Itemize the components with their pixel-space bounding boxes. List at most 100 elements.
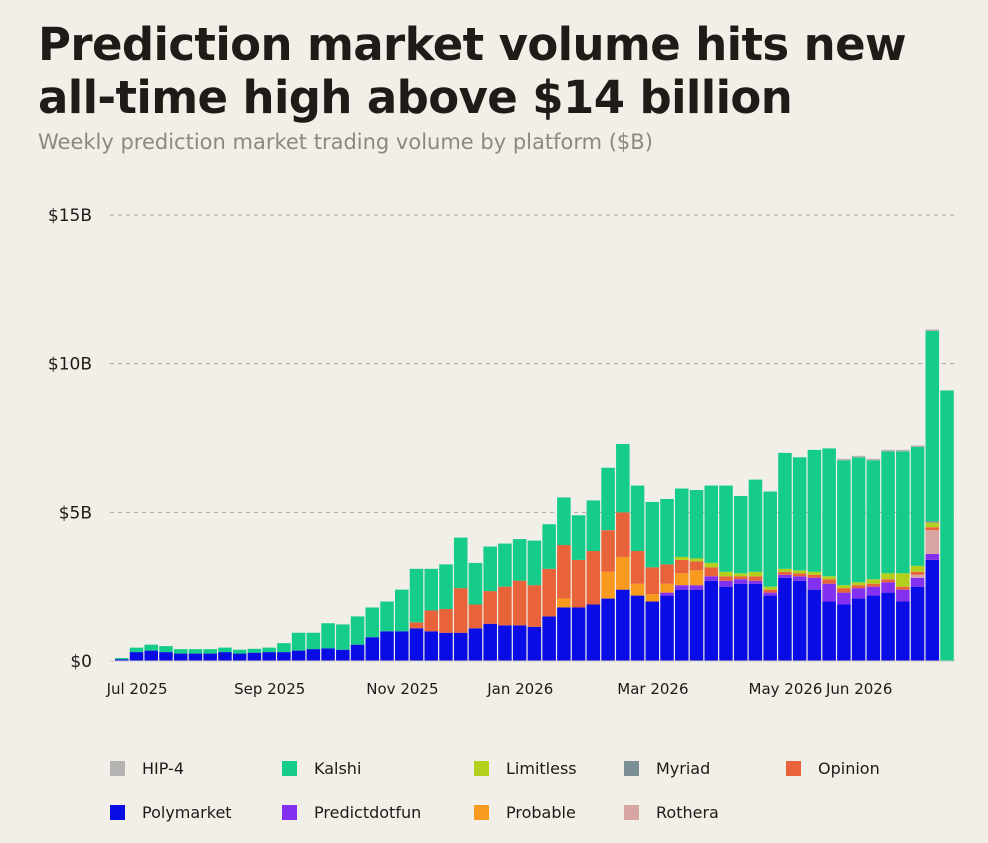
bar-segment-opinion bbox=[792, 573, 807, 577]
bar-segment-predictdotfun bbox=[675, 585, 689, 590]
bar-segment-kalshi bbox=[616, 443, 630, 513]
bar-segment-predictdotfun bbox=[896, 589, 910, 602]
legend-label: Predictdotfun bbox=[314, 802, 422, 822]
bar-segment-predictdotfun bbox=[910, 577, 925, 587]
bar-segment-kalshi bbox=[483, 546, 497, 592]
bar-segment-kalshi bbox=[542, 524, 556, 569]
bar-segment-kalshi bbox=[453, 537, 468, 589]
bar-segment-polymarket bbox=[896, 601, 910, 661]
bar-segment-predictdotfun bbox=[851, 588, 866, 599]
bar-segment-polymarket bbox=[247, 652, 262, 661]
legend-item-probable: Probable bbox=[474, 802, 624, 822]
bar-segment-kalshi bbox=[778, 452, 792, 569]
stacked-bar-chart: $0 $5B $10B $15B Jul 2025 Sep 2025 Nov 2025 Jan… bbox=[48, 206, 955, 698]
bar-segment-polymarket bbox=[527, 626, 542, 661]
bar-segment-kalshi bbox=[881, 451, 895, 574]
bar-segment-kalshi bbox=[439, 564, 453, 609]
bar-segment-limitless bbox=[881, 573, 895, 580]
bar-segment-opinion bbox=[822, 579, 836, 584]
bar-segment-kalshi bbox=[232, 649, 247, 654]
bar-segment-opinion bbox=[763, 589, 777, 593]
bar-segment-predictdotfun bbox=[719, 580, 733, 587]
bar-segment-kalshi bbox=[586, 500, 601, 551]
legend-item-myriad: Myriad bbox=[624, 758, 786, 778]
bar-segment-kalshi bbox=[321, 623, 335, 649]
bar-segment-kalshi bbox=[173, 649, 188, 654]
legend-label: Kalshi bbox=[314, 758, 362, 778]
legend-label: Opinion bbox=[818, 758, 880, 778]
bar-segment-polymarket bbox=[173, 653, 188, 661]
bar-segment-kalshi bbox=[350, 616, 365, 645]
legend-item-polymarket: Polymarket bbox=[110, 802, 282, 822]
bar-segment-opinion bbox=[675, 559, 689, 574]
x-tick-label: Jan 2026 bbox=[486, 680, 553, 698]
bar-segment-kalshi bbox=[188, 649, 203, 654]
bar-segment-probable bbox=[675, 573, 689, 586]
x-tick-label: Sep 2025 bbox=[234, 680, 305, 698]
bar-segment-polymarket bbox=[557, 607, 571, 661]
bar-segment-limitless bbox=[925, 522, 940, 528]
bar-segment-polymarket bbox=[778, 577, 792, 661]
bar-segment-kalshi bbox=[395, 589, 409, 632]
bar-segment-kalshi bbox=[115, 658, 129, 660]
bar-segment-opinion bbox=[719, 576, 733, 581]
x-tick-label: Jul 2025 bbox=[106, 680, 168, 698]
x-tick-label: Nov 2025 bbox=[366, 680, 438, 698]
bar-segment-limitless bbox=[896, 573, 910, 587]
bar-segment-kalshi bbox=[719, 485, 733, 572]
legend-swatch bbox=[110, 760, 125, 776]
bar-segment-polymarket bbox=[851, 598, 866, 661]
bar-segment-opinion bbox=[468, 604, 483, 629]
bar-segment-kalshi bbox=[527, 540, 542, 586]
bar-segment-hip4 bbox=[881, 449, 895, 452]
bar-segment-kalshi bbox=[925, 330, 940, 522]
bar-segment-limitless bbox=[778, 568, 792, 572]
bar-segment-polymarket bbox=[144, 650, 159, 661]
bar-segment-opinion bbox=[866, 583, 881, 587]
bar-segment-kalshi bbox=[262, 647, 276, 653]
legend-item-hip4: HIP-4 bbox=[110, 758, 282, 778]
legend-label: Rothera bbox=[656, 802, 719, 822]
bar-segment-hip4 bbox=[925, 329, 940, 331]
bar-segment-predictdotfun bbox=[866, 586, 881, 596]
bar-segment-predictdotfun bbox=[748, 580, 763, 584]
bar-segment-polymarket bbox=[542, 616, 556, 661]
bar-segment-polymarket bbox=[468, 628, 483, 661]
bar-segment-kalshi bbox=[247, 648, 262, 653]
bar-segment-opinion bbox=[896, 586, 910, 590]
bar-segment-kalshi bbox=[129, 647, 144, 653]
bar-segment-opinion bbox=[925, 527, 940, 531]
bar-segment-kalshi bbox=[380, 601, 394, 632]
bar-segment-predictdotfun bbox=[881, 582, 895, 593]
bar-segment-limitless bbox=[675, 556, 689, 560]
legend-label: HIP-4 bbox=[142, 758, 184, 778]
bar-segment-kalshi bbox=[851, 457, 866, 583]
chart-legend: HIP-4 Kalshi Limitless Myriad Opinion Po… bbox=[110, 758, 950, 822]
bar-segment-opinion bbox=[424, 610, 439, 632]
legend-item-rothera: Rothera bbox=[624, 802, 786, 822]
bar-segment-opinion bbox=[807, 574, 822, 578]
bar-segment-polymarket bbox=[660, 595, 674, 661]
bar-segment-opinion bbox=[837, 588, 851, 593]
bar-segment-probable bbox=[630, 583, 645, 596]
bar-segment-limitless bbox=[763, 586, 777, 590]
bar-segment-kalshi bbox=[159, 646, 173, 653]
bar-segment-polymarket bbox=[380, 631, 394, 661]
bar-segment-opinion bbox=[689, 561, 704, 571]
bar-segment-probable bbox=[660, 583, 674, 593]
legend-label: Probable bbox=[506, 802, 576, 822]
bar-segment-predictdotfun bbox=[763, 592, 777, 596]
bar-segment-polymarket bbox=[881, 592, 895, 661]
bar-segment-hip4 bbox=[896, 449, 910, 452]
bar-segment-polymarket bbox=[262, 652, 276, 661]
legend-swatch bbox=[474, 760, 489, 776]
bar-segment-polymarket bbox=[424, 631, 439, 661]
x-tick-label: Jun 2026 bbox=[825, 680, 892, 698]
bar-segment-polymarket bbox=[763, 595, 777, 661]
bar-segment-polymarket bbox=[512, 625, 527, 661]
bar-segment-opinion bbox=[586, 550, 601, 605]
bar-segment-rothera bbox=[925, 530, 940, 554]
legend-label: Limitless bbox=[506, 758, 577, 778]
bar-segment-opinion bbox=[910, 571, 925, 575]
bar-segment-kalshi bbox=[557, 497, 571, 546]
